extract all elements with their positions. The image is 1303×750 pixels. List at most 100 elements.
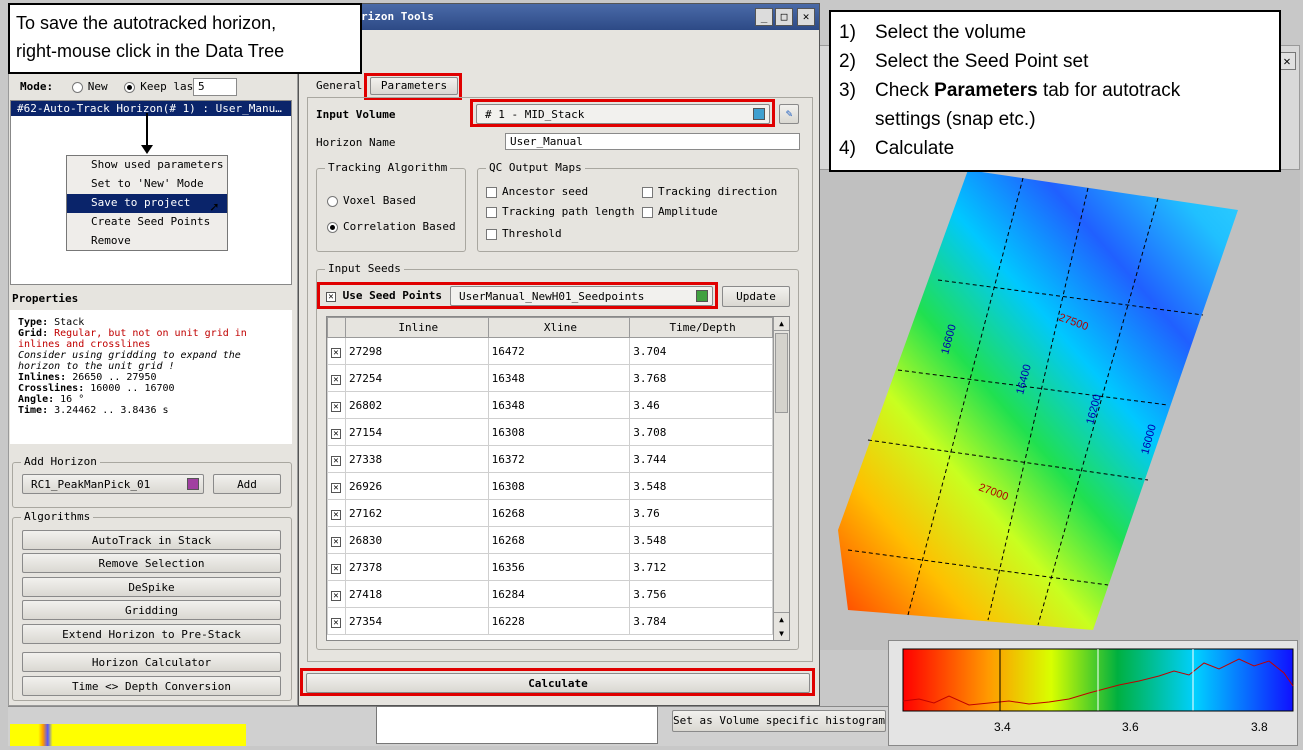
input-volume-select[interactable]: # 1 - MID_Stack	[476, 104, 770, 124]
cell-xline[interactable]: 16308	[487, 418, 631, 446]
cell-time[interactable]: 3.548	[629, 472, 773, 500]
seed-table[interactable]: Inline Xline Time/Depth ✕ 27298 16472 3.704…	[327, 317, 773, 635]
map-view[interactable]: 27500 27000 16600 16400 16200 16000	[818, 170, 1300, 650]
row-checkbox[interactable]: ✕	[327, 553, 346, 581]
add-horizon-select[interactable]: RC1_PeakManPick_01	[22, 474, 204, 494]
volume-picker-icon[interactable]	[753, 108, 765, 120]
mode-keep-radio[interactable]: Keep last	[124, 80, 200, 93]
cell-inline[interactable]: 27354	[344, 607, 489, 635]
table-row[interactable]: ✕ 27338 16372 3.744	[327, 445, 773, 473]
seed-set-select[interactable]: UserManual_NewH01_Seedpoints	[450, 286, 713, 306]
cell-xline[interactable]: 16228	[487, 607, 631, 635]
table-row[interactable]: ✕ 27254 16348 3.768	[327, 364, 773, 392]
table-row[interactable]: ✕ 27154 16308 3.708	[327, 418, 773, 446]
col-inline[interactable]: Inline	[344, 317, 489, 338]
horizon-picker-icon[interactable]	[187, 478, 199, 490]
menu-create-seed-points[interactable]: Create Seed Points	[91, 215, 211, 228]
row-checkbox[interactable]: ✕	[327, 445, 346, 473]
menu-remove[interactable]: Remove	[91, 234, 131, 247]
extend-horizon-button[interactable]: Extend Horizon to Pre-Stack	[22, 624, 281, 644]
remove-selection-button[interactable]: Remove Selection	[22, 553, 281, 573]
cell-time[interactable]: 3.548	[629, 526, 773, 554]
time-depth-conversion-button[interactable]: Time <> Depth Conversion	[22, 676, 281, 696]
cell-xline[interactable]: 16472	[487, 337, 631, 365]
cell-xline[interactable]: 16372	[487, 445, 631, 473]
cell-xline[interactable]: 16268	[487, 526, 631, 554]
set-volume-histogram-button[interactable]: Set as Volume specific histogram	[672, 710, 886, 732]
tab-general[interactable]: General	[316, 79, 363, 92]
cell-time[interactable]: 3.744	[629, 445, 773, 473]
row-checkbox[interactable]: ✕	[327, 391, 346, 419]
table-row[interactable]: ✕ 27378 16356 3.712	[327, 553, 773, 581]
cell-time[interactable]: 3.46	[629, 391, 773, 419]
despike-button[interactable]: DeSpike	[22, 577, 281, 597]
row-checkbox[interactable]: ✕	[327, 337, 346, 365]
row-checkbox[interactable]: ✕	[327, 580, 346, 608]
use-seed-points-checkbox[interactable]: ✕ Use Seed Points	[326, 289, 442, 302]
table-row[interactable]: ✕ 27162 16268 3.76	[327, 499, 773, 527]
cell-time[interactable]: 3.708	[629, 418, 773, 446]
tab-parameters[interactable]: Parameters	[370, 77, 458, 95]
cell-xline[interactable]: 16348	[487, 391, 631, 419]
cell-inline[interactable]: 27298	[344, 337, 489, 365]
seed-table-scrollbar[interactable]: ▲ ▲ ▼	[773, 317, 789, 640]
cell-time[interactable]: 3.712	[629, 553, 773, 581]
cell-time[interactable]: 3.784	[629, 607, 773, 635]
gridding-button[interactable]: Gridding	[22, 600, 281, 620]
scroll-up-icon[interactable]: ▲	[774, 317, 789, 331]
cell-time[interactable]: 3.756	[629, 580, 773, 608]
amplitude-checkbox[interactable]: Amplitude	[642, 205, 718, 218]
dialog-title-bar[interactable]: rizon Tools _ □ ✕	[299, 4, 819, 30]
table-row[interactable]: ✕ 27354 16228 3.784	[327, 607, 773, 635]
scroll-down-icon[interactable]: ▲ ▼	[774, 612, 789, 640]
cell-xline[interactable]: 16356	[487, 553, 631, 581]
row-checkbox[interactable]: ✕	[327, 472, 346, 500]
ancestor-seed-checkbox[interactable]: Ancestor seed	[486, 185, 588, 198]
scroll-thumb[interactable]	[775, 333, 788, 413]
table-row[interactable]: ✕ 27418 16284 3.756	[327, 580, 773, 608]
tracking-path-length-checkbox[interactable]: Tracking path length	[486, 205, 634, 218]
maximize-button[interactable]: □	[775, 8, 793, 26]
cell-time[interactable]: 3.704	[629, 337, 773, 365]
cell-inline[interactable]: 27378	[344, 553, 489, 581]
row-checkbox[interactable]: ✕	[327, 418, 346, 446]
cell-time[interactable]: 3.768	[629, 364, 773, 392]
add-button[interactable]: Add	[213, 474, 281, 494]
row-checkbox[interactable]: ✕	[327, 607, 346, 635]
table-row[interactable]: ✕ 26830 16268 3.548	[327, 526, 773, 554]
col-time-depth[interactable]: Time/Depth	[629, 317, 773, 338]
menu-set-new-mode[interactable]: Set to 'New' Mode	[91, 177, 204, 190]
menu-show-used-parameters[interactable]: Show used parameters	[91, 158, 224, 171]
volume-options-button[interactable]: ✎	[779, 104, 799, 124]
tracking-direction-checkbox[interactable]: Tracking direction	[642, 185, 777, 198]
minimize-button[interactable]: _	[755, 8, 773, 26]
autotrack-in-stack-button[interactable]: AutoTrack in Stack	[22, 530, 281, 550]
voxel-based-radio[interactable]: Voxel Based	[327, 194, 416, 207]
cell-xline[interactable]: 16308	[487, 472, 631, 500]
cell-xline[interactable]: 16348	[487, 364, 631, 392]
threshold-checkbox[interactable]: Threshold	[486, 227, 562, 240]
calculate-button[interactable]: Calculate	[306, 673, 810, 693]
cell-xline[interactable]: 16268	[487, 499, 631, 527]
seed-picker-icon[interactable]	[696, 290, 708, 302]
mode-new-radio[interactable]: New	[71, 80, 108, 93]
table-row[interactable]: ✕ 27298 16472 3.704	[327, 337, 773, 365]
cell-inline[interactable]: 26830	[344, 526, 489, 554]
dialog-close-button[interactable]: ✕	[797, 8, 815, 26]
cell-xline[interactable]: 16284	[487, 580, 631, 608]
cell-inline[interactable]: 27154	[344, 418, 489, 446]
table-row[interactable]: ✕ 26802 16348 3.46	[327, 391, 773, 419]
update-button[interactable]: Update	[722, 286, 790, 307]
keep-last-input[interactable]: 5	[193, 78, 237, 96]
histogram-panel[interactable]: 3.4 3.6 3.8	[888, 640, 1298, 746]
cell-time[interactable]: 3.76	[629, 499, 773, 527]
cell-inline[interactable]: 26802	[344, 391, 489, 419]
menu-save-to-project[interactable]: Save to project	[67, 194, 227, 213]
cell-inline[interactable]: 27254	[344, 364, 489, 392]
col-xline[interactable]: Xline	[487, 317, 631, 338]
table-row[interactable]: ✕ 26926 16308 3.548	[327, 472, 773, 500]
row-checkbox[interactable]: ✕	[327, 364, 346, 392]
cell-inline[interactable]: 26926	[344, 472, 489, 500]
correlation-based-radio[interactable]: Correlation Based	[327, 220, 456, 233]
row-checkbox[interactable]: ✕	[327, 526, 346, 554]
